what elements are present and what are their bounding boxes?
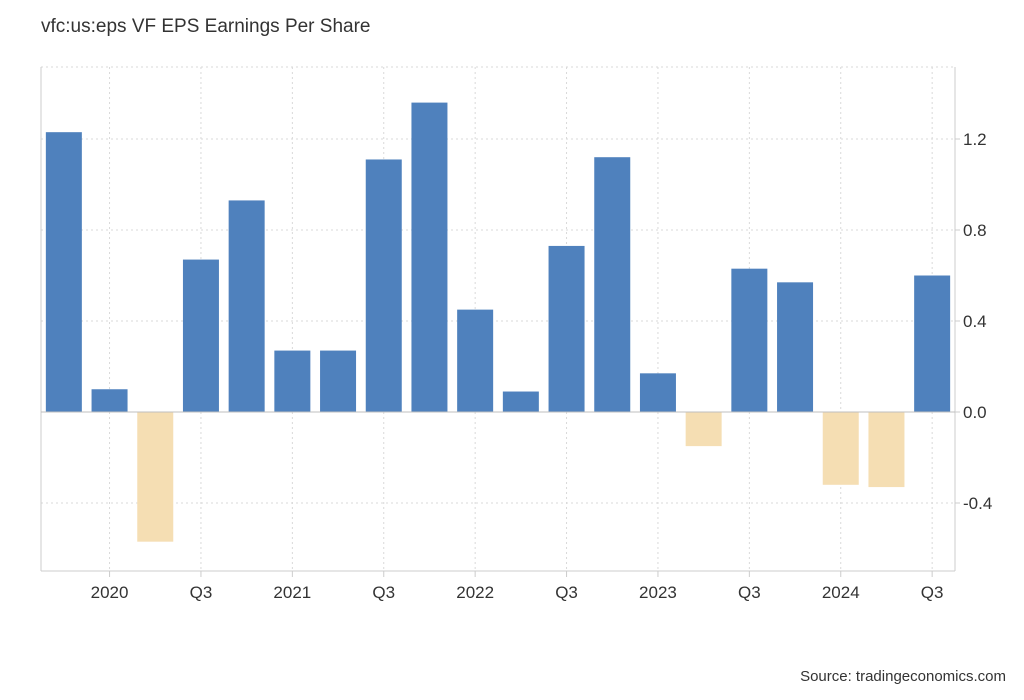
bar <box>274 350 311 412</box>
bar <box>868 412 905 488</box>
bar <box>91 389 128 412</box>
x-tick-label: Q3 <box>921 583 944 602</box>
x-tick-label: 2020 <box>91 583 129 602</box>
x-tick-label: Q3 <box>372 583 395 602</box>
x-tick-label: 2023 <box>639 583 677 602</box>
bar <box>45 132 82 413</box>
y-tick-label: 1.2 <box>963 130 987 149</box>
grid <box>41 66 955 571</box>
bar <box>639 373 676 412</box>
y-tick-label: 0.0 <box>963 403 987 422</box>
axes <box>40 67 960 577</box>
bar <box>777 282 814 412</box>
x-tick-label: 2024 <box>822 583 860 602</box>
bar <box>685 412 722 447</box>
x-tick-label: Q3 <box>190 583 213 602</box>
y-tick-label: 0.8 <box>963 221 987 240</box>
x-tick-label: Q3 <box>738 583 761 602</box>
bar <box>411 102 448 412</box>
bar <box>365 159 402 412</box>
bar <box>137 412 174 542</box>
chart-title: vfc:us:eps VF EPS Earnings Per Share <box>41 16 371 37</box>
bar <box>914 275 951 412</box>
bar <box>548 245 585 412</box>
bar <box>457 309 494 412</box>
bar <box>594 157 631 412</box>
bar <box>822 412 859 485</box>
source-note: Source: tradingeconomics.com <box>800 668 1006 685</box>
x-tick-label: Q3 <box>555 583 578 602</box>
y-tick-label: -0.4 <box>963 494 992 513</box>
y-tick-label: 0.4 <box>963 312 987 331</box>
bars <box>45 102 951 542</box>
bar <box>228 200 265 412</box>
bar <box>502 391 539 412</box>
bar <box>182 259 219 412</box>
bar <box>320 350 357 412</box>
tick-labels: -0.4 0.0 0.4 0.8 1.2 2020 Q3 2021 Q3 2022 Q3 2023 Q3… <box>91 130 993 602</box>
bar <box>731 268 768 412</box>
x-tick-label: 2021 <box>273 583 311 602</box>
x-tick-label: 2022 <box>456 583 494 602</box>
